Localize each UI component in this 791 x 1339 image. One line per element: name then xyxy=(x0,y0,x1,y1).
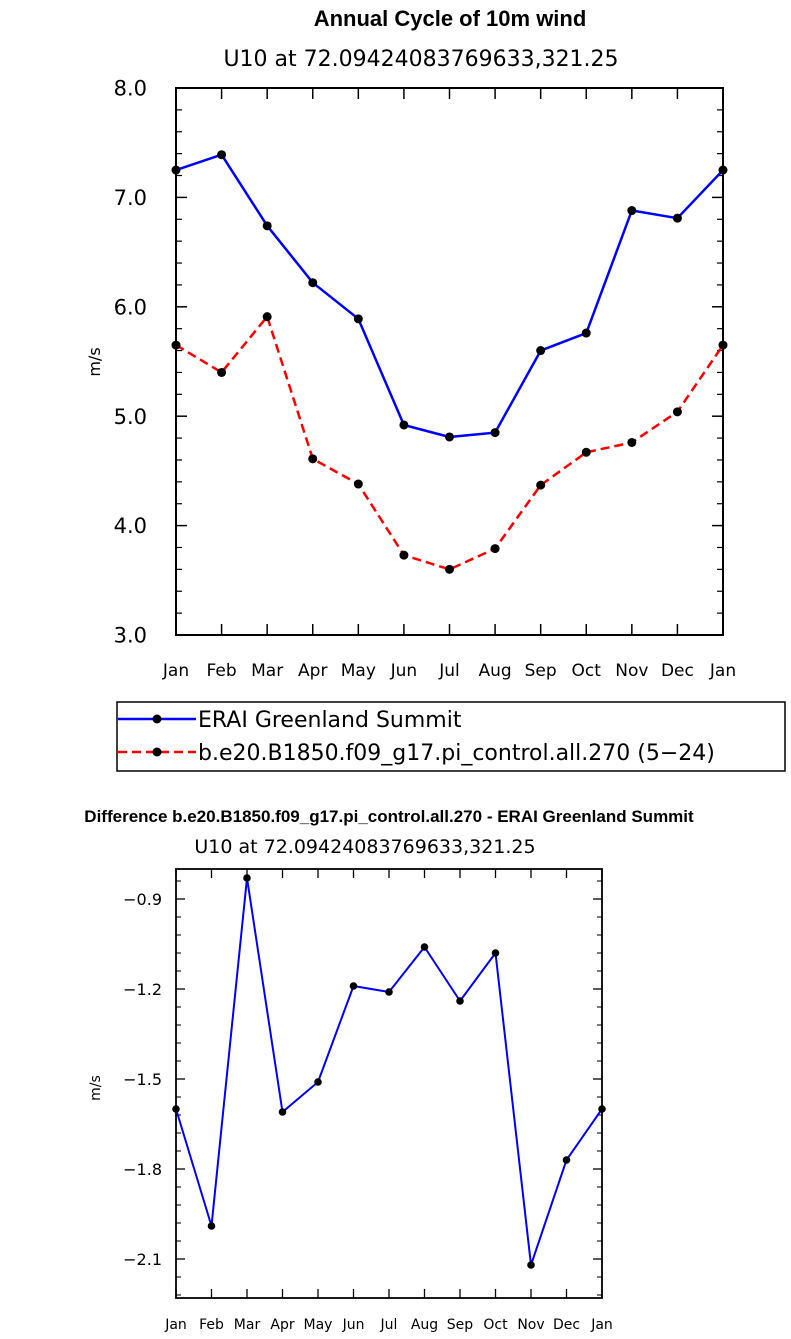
chart1-frame xyxy=(175,87,724,636)
chart2-xtick-label: Jan xyxy=(590,1317,613,1333)
chart1-xtick-label: Jan xyxy=(709,661,736,681)
chart2-series-1-point xyxy=(527,1261,535,1269)
chart2-xtick-label: Dec xyxy=(553,1317,580,1333)
chart1-series-1-point xyxy=(399,420,409,430)
chart2-ylabel: m/s xyxy=(88,1075,104,1101)
legend-label-series-2: b.e20.B1850.f09_g17.pi_control.all.270 (… xyxy=(198,741,715,766)
chart1-series-1-point xyxy=(445,432,454,442)
chart2-series-1-point xyxy=(385,988,393,996)
chart1-subtitle: U10 at 72.09424083769633,321.25 xyxy=(223,47,618,72)
chart1-ylabel: m/s xyxy=(85,347,104,376)
chart1-series-1-point xyxy=(308,278,318,288)
legend-box xyxy=(116,701,786,772)
chart2-series-1-point xyxy=(456,997,464,1005)
chart1-series-1-point xyxy=(536,346,546,356)
chart2-xtick-label: Jun xyxy=(342,1317,365,1333)
chart1-series-2-point xyxy=(353,479,363,489)
chart1-xtick-label: Feb xyxy=(207,661,237,681)
chart1-series-2-point xyxy=(581,447,591,457)
chart1-series-2-point xyxy=(536,480,546,490)
chart2-plot-area: Jan Feb Mar Apr May Jun Jul Aug Sep Oct Nov Dec Jan −… xyxy=(123,868,613,1333)
chart2-series-1-point xyxy=(278,1108,287,1116)
chart1-xtick-label: Aug xyxy=(478,661,511,681)
chart2-series-1-point xyxy=(207,1222,216,1230)
chart1-series-2-line xyxy=(175,315,725,571)
chart1-series-2-point xyxy=(217,367,227,377)
chart2-xtick-label: Mar xyxy=(234,1317,261,1333)
chart2-series-1-point xyxy=(172,1105,180,1113)
chart2-series-1-point xyxy=(491,949,500,957)
chart1-ytick-label: 4.0 xyxy=(114,514,147,538)
chart1-ytick-label: 5.0 xyxy=(114,405,147,429)
chart2-series-1-line xyxy=(175,877,603,1266)
chart1-title: Annual Cycle of 10m wind xyxy=(314,6,587,31)
chart1-series-1-point xyxy=(171,165,181,175)
chart2-xtick-label: Nov xyxy=(517,1317,544,1333)
chart1-xtick-label: Dec xyxy=(661,661,694,681)
chart2-xtick-label: Aug xyxy=(411,1317,438,1333)
chart1-legend: ERAI Greenland Summit b.e20.B1850.f09_g1… xyxy=(116,701,786,772)
chart1-series-1-point xyxy=(490,428,500,438)
chart1-xtick-label: Nov xyxy=(615,661,648,681)
chart2-xtick-label: Feb xyxy=(199,1317,224,1333)
legend-marker-series-1 xyxy=(152,714,162,724)
chart1-series-1-point xyxy=(581,328,591,338)
chart1-series-2-point xyxy=(399,550,409,560)
chart2-subtitle: U10 at 72.09424083769633,321.25 xyxy=(194,836,535,858)
chart1-series-1-point xyxy=(627,206,637,216)
chart1-series-2-point xyxy=(445,564,454,574)
chart1-xtick-label: Sep xyxy=(525,661,557,681)
chart1-series-2-point xyxy=(308,454,318,464)
chart1-xtick-label: Jul xyxy=(438,661,460,681)
chart2-title: Difference b.e20.B1850.f09_g17.pi_contro… xyxy=(84,807,694,826)
chart2-ytick-label: −1.8 xyxy=(123,1160,162,1179)
chart1-series-2-point xyxy=(171,340,181,350)
legend-label-series-1: ERAI Greenland Summit xyxy=(198,708,462,733)
chart1-series-2-point xyxy=(718,340,728,350)
chart1-ytick-label: 8.0 xyxy=(114,77,147,101)
chart1-ytick-label: 6.0 xyxy=(114,295,147,319)
chart2-xtick-label: Sep xyxy=(447,1317,474,1333)
chart2-series-1-point xyxy=(243,874,251,882)
chart1-series-2-point xyxy=(627,437,637,447)
chart1-ytick-label: 7.0 xyxy=(114,186,147,210)
chart2-ytick-label: −2.1 xyxy=(123,1250,162,1269)
legend-marker-series-2 xyxy=(152,747,162,757)
chart2-ytick-label: −1.5 xyxy=(123,1070,162,1089)
chart1-xtick-label: May xyxy=(341,661,376,681)
chart1-series-1-point xyxy=(718,165,728,175)
chart1-series-1-point xyxy=(353,314,363,324)
chart2-xtick-label: Jan xyxy=(164,1317,187,1333)
chart2-xtick-label: Apr xyxy=(270,1317,294,1333)
chart2-ytick-label: −0.9 xyxy=(123,890,162,909)
chart1-series-1-point xyxy=(672,213,682,223)
chart1-xtick-label: Apr xyxy=(298,661,327,681)
chart1-series-2-point xyxy=(262,312,272,322)
chart2-series-1-point xyxy=(598,1105,606,1113)
chart1-series-2-point xyxy=(672,407,682,417)
chart2-ytick-label: −1.2 xyxy=(123,980,162,999)
chart2-xtick-label: Jul xyxy=(380,1317,398,1333)
chart1-plot-area: Jan Feb Mar Apr May Jun Jul Aug Sep Oct Nov Dec Jan 3… xyxy=(114,77,737,681)
chart2-series-1-point xyxy=(420,943,429,951)
chart2-xtick-label: May xyxy=(304,1317,333,1333)
chart1-ytick-label: 3.0 xyxy=(114,624,147,648)
chart2-frame xyxy=(175,868,603,1299)
chart1-xtick-label: Mar xyxy=(251,661,283,681)
chart1-series-1-point xyxy=(262,221,272,231)
chart2-series-1-point xyxy=(314,1078,322,1086)
chart1-series-1-point xyxy=(217,150,227,160)
chart1-series-1-line xyxy=(175,153,724,439)
chart1-series-2-point xyxy=(490,544,500,554)
chart2-series-1-point xyxy=(349,982,358,990)
chart1-xtick-label: Oct xyxy=(572,661,602,681)
chart1-xtick-label: Jan xyxy=(162,661,189,681)
chart1-xtick-label: Jun xyxy=(390,661,418,681)
chart2-xtick-label: Oct xyxy=(483,1317,508,1333)
chart2-series-1-point xyxy=(562,1156,571,1164)
